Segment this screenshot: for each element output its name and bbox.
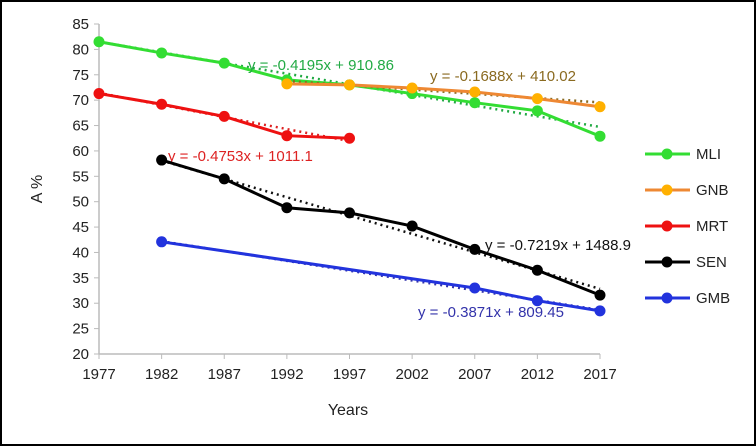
x-tick-label: 1992 xyxy=(270,366,303,383)
data-point-sen xyxy=(344,207,355,219)
data-point-gnb xyxy=(531,93,543,105)
trendline-equation-gnb: y = -0.1688x + 410.02 xyxy=(430,68,576,85)
data-point-gnb xyxy=(344,79,355,91)
data-point-gmb xyxy=(469,282,481,294)
data-point-mli xyxy=(531,105,543,117)
data-point-sen xyxy=(469,243,481,255)
data-point-gnb xyxy=(594,101,606,113)
series-line-gmb xyxy=(161,240,601,313)
y-tick-label: 70 xyxy=(72,92,89,109)
x-tick-label: 1982 xyxy=(145,366,178,383)
trendline-equation-sen: y = -0.7219x + 1488.9 xyxy=(485,237,631,254)
data-point-sen xyxy=(406,220,418,232)
y-tick-label: 80 xyxy=(72,41,89,58)
series-line-gnb xyxy=(286,82,601,109)
y-axis-label: A % xyxy=(29,175,46,203)
legend-label-gmb: GMB xyxy=(696,290,730,307)
data-point-mli xyxy=(594,130,606,142)
data-point-mrt xyxy=(156,98,168,110)
legend-marker-mli xyxy=(661,148,673,160)
data-point-sen xyxy=(531,264,543,276)
data-point-mli xyxy=(218,57,230,69)
legend-label-gnb: GNB xyxy=(696,182,729,199)
data-point-mrt xyxy=(93,88,105,100)
x-tick-label: 2002 xyxy=(395,366,428,383)
data-point-mrt xyxy=(218,110,230,122)
legend-marker-mrt xyxy=(661,220,673,232)
legend-marker-gnb xyxy=(661,184,673,196)
legend-label-mrt: MRT xyxy=(696,218,728,235)
trendline-sen xyxy=(161,159,601,291)
data-point-mrt xyxy=(281,130,293,142)
series-line-sen xyxy=(161,158,601,297)
y-tick-label: 45 xyxy=(72,219,89,236)
x-tick-label: 2007 xyxy=(458,366,491,383)
legend-label-sen: SEN xyxy=(696,254,727,271)
x-axis-label: Years xyxy=(328,402,368,419)
legend-marker-sen xyxy=(661,256,673,268)
y-tick-label: 30 xyxy=(72,295,89,312)
x-tick-label: 1997 xyxy=(333,366,366,383)
data-point-sen xyxy=(156,154,168,166)
y-tick-label: 35 xyxy=(72,270,89,287)
data-point-mli xyxy=(469,97,481,109)
y-tick-label: 65 xyxy=(72,118,89,135)
data-point-gnb xyxy=(406,82,418,94)
x-tick-label: 1977 xyxy=(82,366,115,383)
trendline-gnb xyxy=(286,79,601,104)
data-point-gmb xyxy=(594,305,606,317)
data-point-gmb xyxy=(156,236,168,248)
y-tick-label: 85 xyxy=(72,16,89,33)
data-point-sen xyxy=(594,289,606,301)
data-point-mrt xyxy=(344,132,355,144)
y-tick-label: 50 xyxy=(72,194,89,211)
data-point-sen xyxy=(218,173,230,185)
x-tick-label: 1987 xyxy=(208,366,241,383)
y-tick-label: 75 xyxy=(72,67,89,84)
data-point-gnb xyxy=(469,86,481,98)
y-tick-label: 60 xyxy=(72,143,89,160)
y-tick-label: 40 xyxy=(72,244,89,261)
y-tick-label: 25 xyxy=(72,321,89,338)
trendline-equation-gmb: y = -0.3871x + 809.45 xyxy=(418,304,564,321)
legend-label-mli: MLI xyxy=(696,146,721,163)
data-point-gmb xyxy=(531,295,543,307)
x-tick-label: 2017 xyxy=(583,366,616,383)
y-tick-label: 55 xyxy=(72,168,89,185)
trendline-equation-mrt: y = -0.4753x + 1011.1 xyxy=(168,148,313,165)
data-point-gnb xyxy=(281,78,293,90)
x-tick-label: 2012 xyxy=(521,366,554,383)
trendline-equation-mli: y = -0.4195x + 910.86 xyxy=(248,57,394,74)
legend-marker-gmb xyxy=(661,292,673,304)
data-point-mli xyxy=(156,47,168,59)
y-tick-label: 20 xyxy=(72,346,89,363)
data-point-sen xyxy=(281,202,293,214)
data-point-mli xyxy=(93,36,105,48)
